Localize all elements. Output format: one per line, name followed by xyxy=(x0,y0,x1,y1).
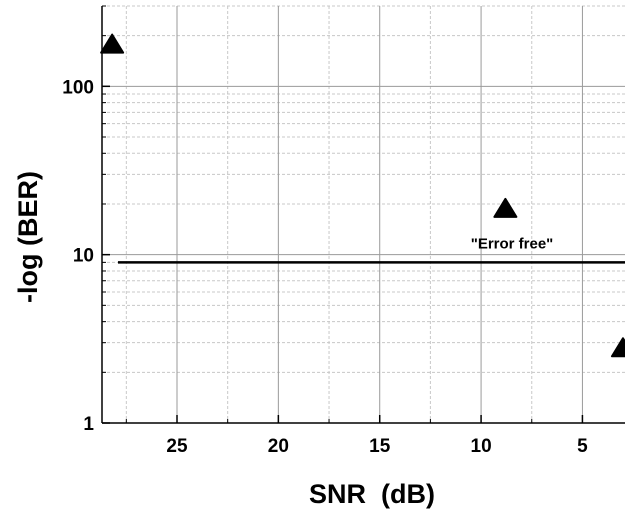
grid xyxy=(102,5,625,424)
y-tick-label: 100 xyxy=(62,77,94,98)
x-tick-label: 15 xyxy=(369,436,391,457)
error-free-annotation: "Error free" xyxy=(471,235,554,252)
x-tick-labels: 25 20 15 10 5 xyxy=(166,436,588,457)
data-point-triangle xyxy=(493,197,518,218)
y-axis-title: -log (BER) xyxy=(13,171,43,303)
data-point-triangle xyxy=(610,337,625,358)
x-tick-label: 10 xyxy=(471,436,492,457)
y-tick-label: 1 xyxy=(83,414,94,435)
x-tick-label: 5 xyxy=(577,436,588,457)
x-tick-label: 25 xyxy=(166,436,188,457)
y-tick-label: 10 xyxy=(73,246,94,267)
data-points xyxy=(100,33,625,358)
x-axis-title: SNR (dB) xyxy=(309,479,435,509)
data-point-triangle xyxy=(100,33,125,54)
x-tick-label: 20 xyxy=(268,436,289,457)
y-tick-labels: 1 10 100 xyxy=(62,77,94,435)
axes xyxy=(101,5,625,424)
